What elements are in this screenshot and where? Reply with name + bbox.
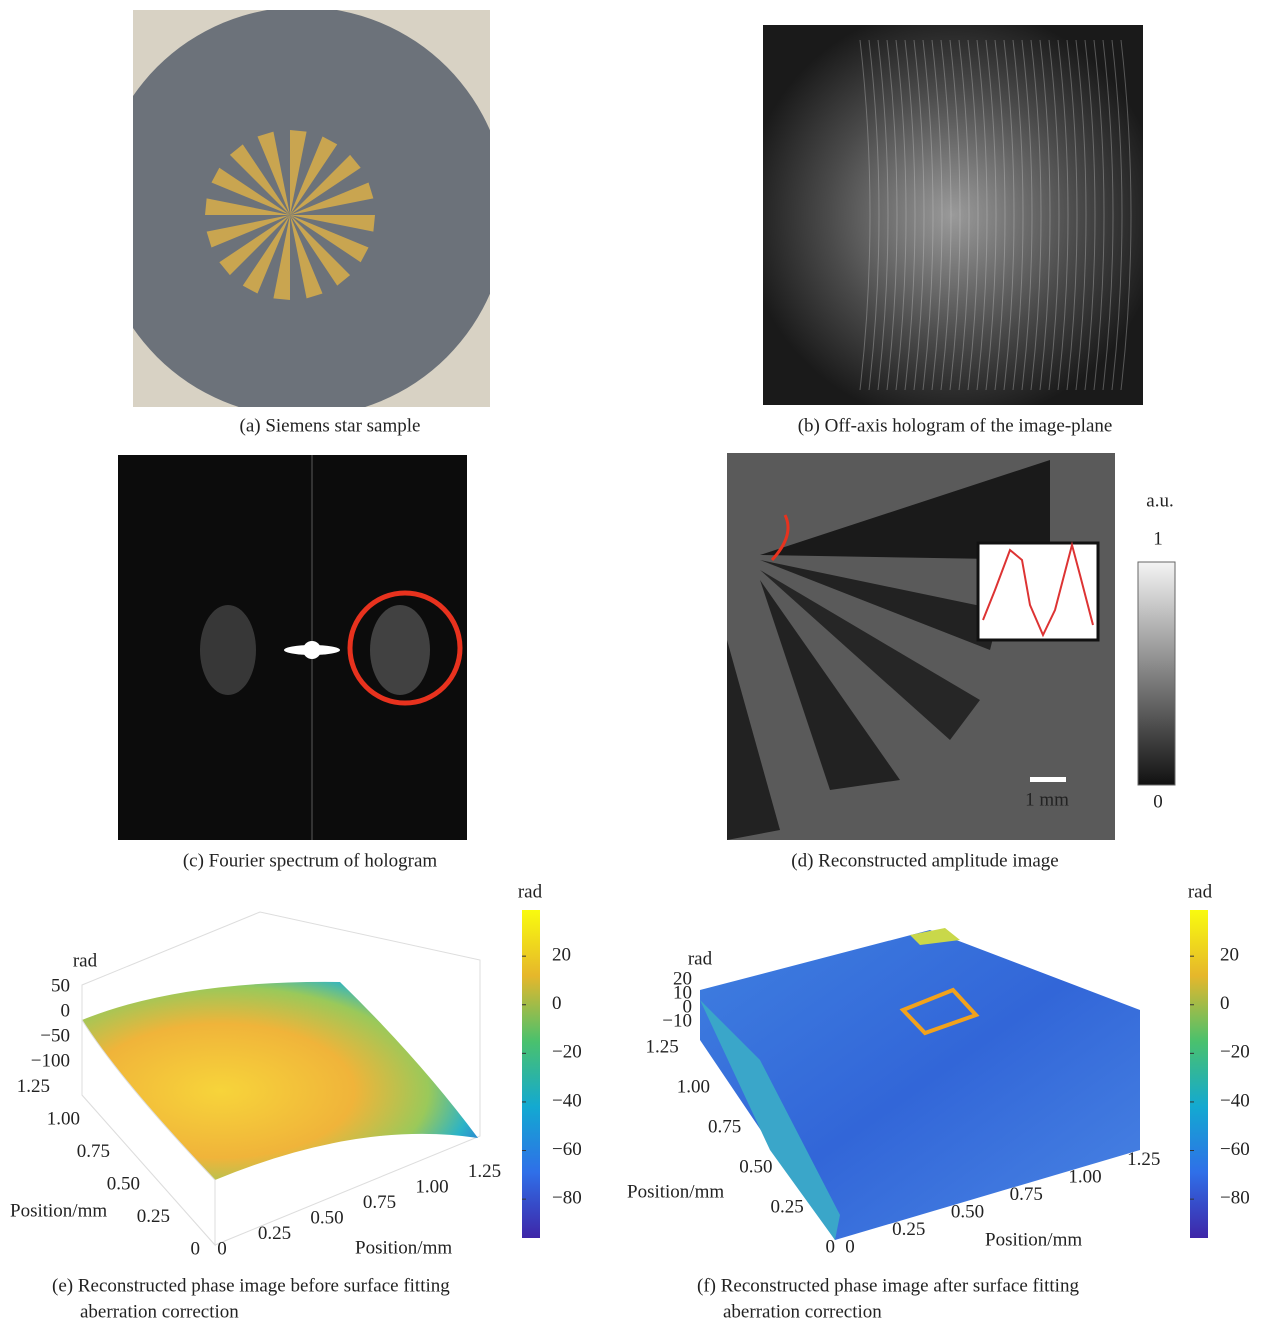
caption: aberration correction: [723, 1301, 882, 1322]
colorbar-tick-label: −40: [552, 1090, 582, 1111]
figure: (a) Siemens star sample (b) Off-axis holo…: [0, 0, 1262, 1325]
x-tick-label: 0: [845, 1236, 855, 1257]
colorbar-tick-label: −40: [1220, 1090, 1250, 1111]
caption: (f) Reconstructed phase image after surf…: [697, 1275, 1079, 1296]
z-tick-label: 0: [61, 1000, 71, 1021]
colorbar-tick-label: 1: [1153, 528, 1163, 549]
y-axis-label: Position/mm: [627, 1181, 724, 1202]
y-tick-label: 0: [826, 1236, 836, 1257]
x-tick-label: 1.25: [468, 1161, 501, 1182]
colorbar-tick-label: 0: [1220, 993, 1230, 1014]
x-tick-label: 0.50: [310, 1207, 343, 1228]
y-tick-label: 0.50: [739, 1156, 772, 1177]
x-tick-label: 1.00: [415, 1176, 448, 1197]
y-tick-label: 1.25: [17, 1076, 50, 1097]
colorbar-label: rad: [518, 881, 543, 902]
scale-bar-label: 1 mm: [1025, 789, 1069, 810]
colorbar-tick-label: 0: [1153, 791, 1163, 812]
colorbar-tick-label: 20: [1220, 945, 1239, 966]
colorbar-label: a.u.: [1146, 490, 1173, 511]
z-tick-label: −100: [31, 1050, 70, 1071]
y-tick-label: 1.00: [47, 1108, 80, 1129]
x-tick-label: 0: [217, 1238, 227, 1259]
colorbar-tick-label: −60: [552, 1139, 582, 1160]
colorbar-tick-label: −80: [1220, 1187, 1250, 1208]
caption: (b) Off-axis hologram of the image-plane: [798, 415, 1113, 436]
caption: (d) Reconstructed amplitude image: [791, 850, 1059, 871]
x-tick-label: 0.75: [1010, 1184, 1043, 1205]
y-tick-label: 0.50: [107, 1173, 140, 1194]
x-tick-label: 0.75: [363, 1192, 396, 1213]
z-axis-label: rad: [688, 948, 713, 969]
y-tick-label: 0.75: [708, 1116, 741, 1137]
caption: (c) Fourier spectrum of hologram: [183, 850, 438, 871]
y-tick-label: 1.00: [677, 1076, 710, 1097]
panel-d-image: [727, 453, 1175, 840]
caption: (e) Reconstructed phase image before sur…: [52, 1275, 450, 1296]
y-axis-label: Position/mm: [10, 1200, 107, 1221]
panel-e-surface: [82, 910, 540, 1245]
z-tick-label: 50: [51, 975, 70, 996]
x-tick-label: 0.50: [951, 1201, 984, 1222]
y-tick-label: 0: [191, 1238, 201, 1259]
x-tick-label: 1.00: [1068, 1166, 1101, 1187]
x-tick-label: 0.25: [258, 1223, 291, 1244]
panel-a-image: [97, 7, 507, 417]
z-tick-label: −50: [40, 1025, 70, 1046]
y-tick-label: 0.75: [77, 1141, 110, 1162]
caption: (a) Siemens star sample: [240, 415, 421, 436]
panel-c-image: [118, 455, 467, 840]
z-axis-label: rad: [73, 950, 98, 971]
x-axis-label: Position/mm: [985, 1229, 1082, 1250]
panel-b-image: [763, 25, 1143, 405]
x-tick-label: 0.25: [892, 1219, 925, 1240]
caption: aberration correction: [80, 1301, 239, 1322]
colorbar-tick-label: −20: [552, 1042, 582, 1063]
y-tick-label: 0.25: [137, 1206, 170, 1227]
colorbar-tick-label: −80: [552, 1187, 582, 1208]
colorbar-tick-label: −20: [1220, 1042, 1250, 1063]
colorbar-tick-label: −60: [1220, 1139, 1250, 1160]
y-tick-label: 1.25: [646, 1036, 679, 1057]
colorbar-label: rad: [1188, 881, 1213, 902]
x-axis-label: Position/mm: [355, 1237, 452, 1258]
colorbar-tick-label: 0: [552, 993, 562, 1014]
colorbar-tick-label: 20: [552, 945, 571, 966]
z-tick-label: −10: [662, 1010, 692, 1031]
panel-f-surface: [700, 910, 1208, 1240]
x-tick-label: 1.25: [1127, 1149, 1160, 1170]
y-tick-label: 0.25: [771, 1196, 804, 1217]
